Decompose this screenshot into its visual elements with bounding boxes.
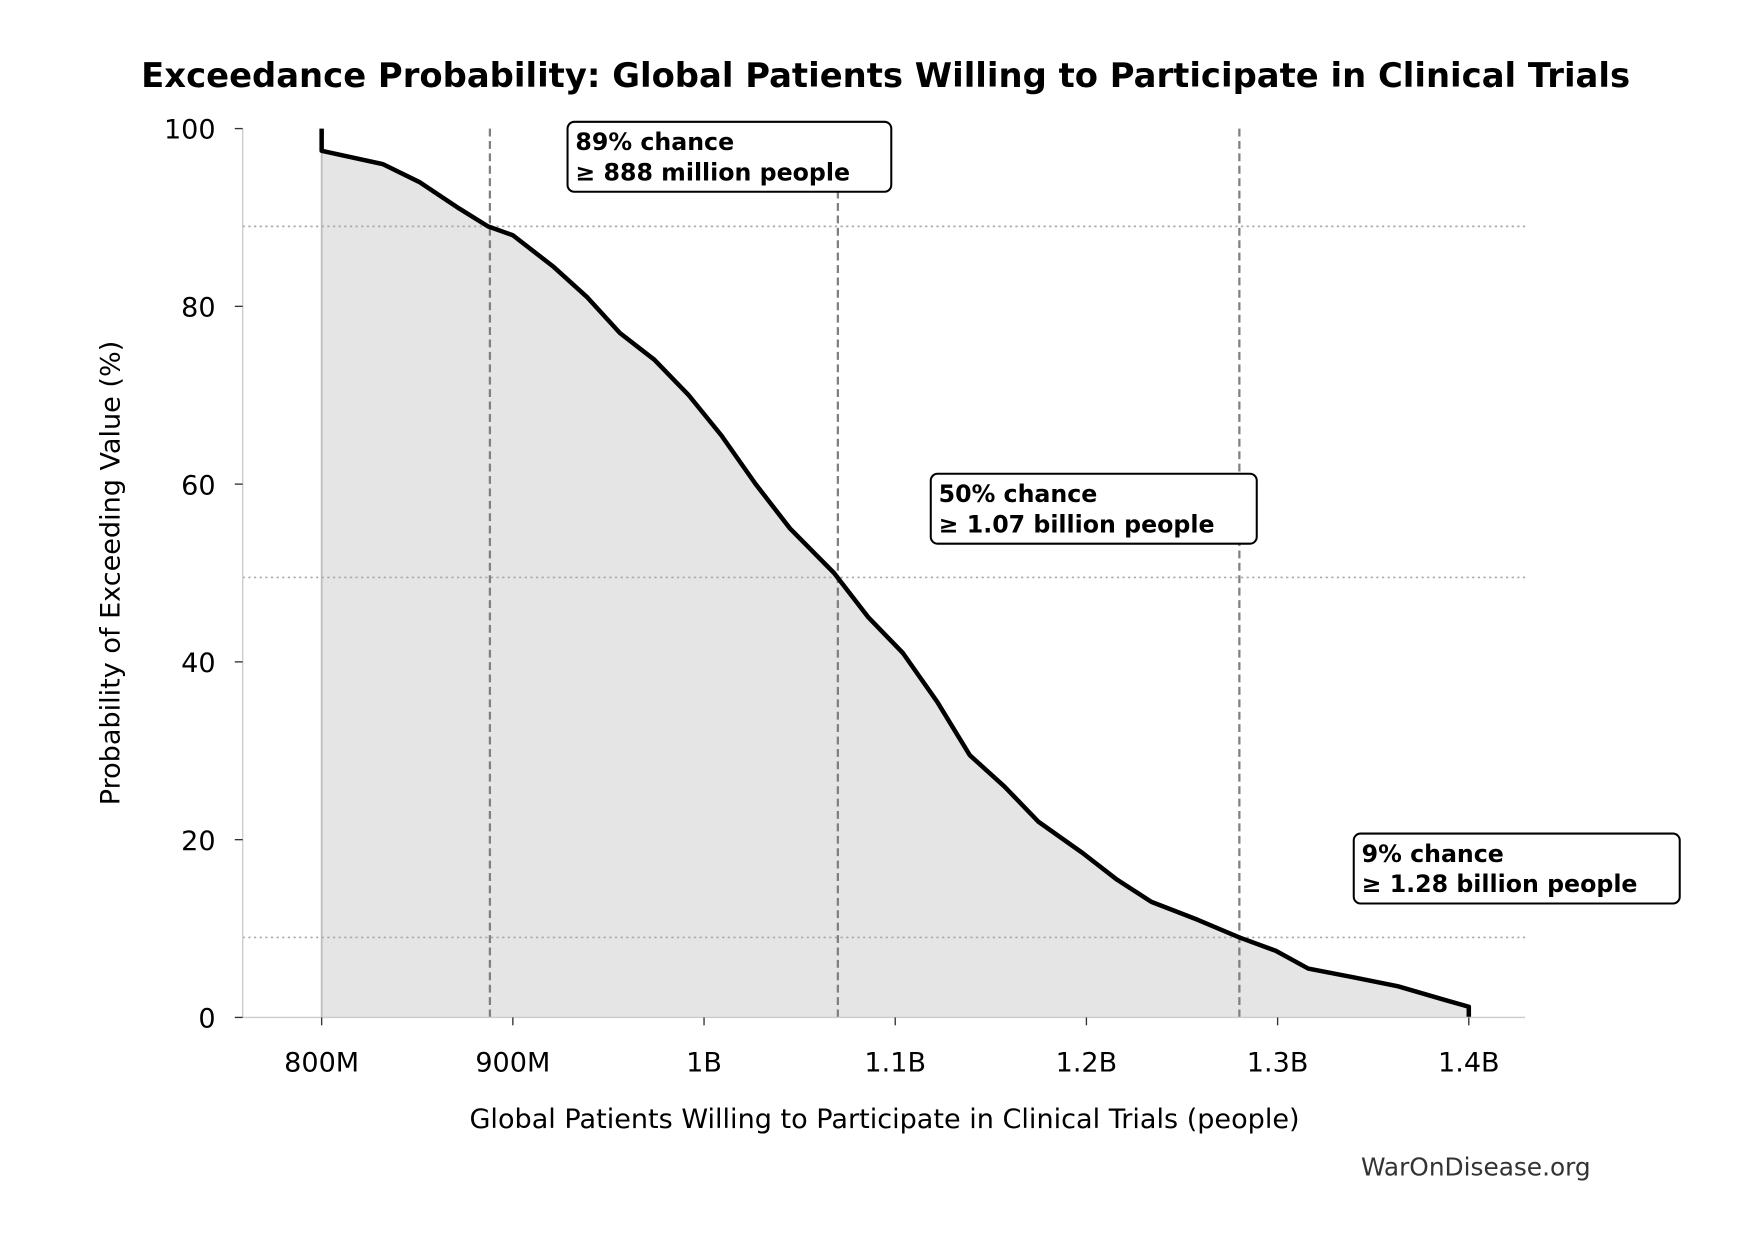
annotation-line1: 89% chance	[575, 128, 734, 156]
annotation-box	[929, 472, 1258, 545]
y-tick-label: 40	[181, 648, 215, 679]
y-tick-label: 60	[181, 470, 215, 501]
annotation-line2: ≥ 1.28 billion people	[1362, 870, 1638, 898]
x-tick-label: 1.3B	[1247, 1048, 1309, 1079]
y-axis-label: Probability of Exceeding Value (%)	[96, 341, 127, 806]
x-tick-label: 1.1B	[864, 1048, 926, 1079]
annotation-line1: 50% chance	[939, 480, 1098, 508]
plot-area: 800M 900M 1B 1.1B 1.2B 1.3B 1.4B 0 20 40 60 80 100	[164, 115, 1526, 1079]
x-tick-label: 900M	[475, 1048, 550, 1079]
x-tick-label: 1.4B	[1438, 1048, 1500, 1079]
exceedance-curve	[319, 128, 1472, 1018]
annotation-line2: ≥ 1.07 billion people	[939, 510, 1215, 538]
annotation-box	[1352, 832, 1681, 905]
annotation-line1: 9% chance	[1362, 840, 1504, 868]
annotations: 89% chance≥ 888 million people 50% chance…	[566, 120, 1681, 905]
area-fill	[321, 128, 1469, 1018]
x-tick-label: 1.2B	[1056, 1048, 1118, 1079]
chart-title: Exceedance Probability: Global Patients …	[141, 56, 1630, 95]
y-tick-label: 20	[181, 826, 215, 857]
y-tick-label: 80	[181, 293, 215, 324]
x-tick-label: 1B	[686, 1048, 722, 1079]
annotation-line2: ≥ 888 million people	[575, 158, 850, 186]
annotation-box	[566, 120, 893, 193]
x-tick-label: 800M	[284, 1048, 359, 1079]
watermark: WarOnDisease.org	[1361, 1152, 1591, 1181]
y-tick-label: 0	[198, 1004, 215, 1035]
y-tick-label: 100	[164, 115, 216, 146]
x-axis-label: Global Patients Willing to Participate i…	[469, 1104, 1299, 1135]
